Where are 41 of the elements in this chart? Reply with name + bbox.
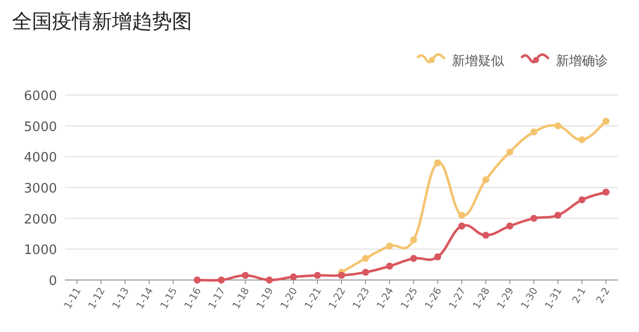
point: [602, 188, 610, 196]
point: [434, 253, 442, 260]
point: [578, 196, 586, 204]
point: [482, 176, 490, 184]
y-tick-label: 3000: [24, 182, 57, 196]
legend-label: 新增确诊: [556, 54, 608, 69]
y-tick-label: 1000: [24, 243, 57, 258]
x-tick-label: 2-2: [594, 286, 613, 306]
point: [554, 122, 562, 130]
point: [338, 272, 345, 279]
point: [506, 222, 514, 230]
point: [410, 254, 418, 262]
point: [530, 128, 538, 136]
point: [482, 232, 490, 239]
point: [218, 276, 225, 284]
point: [266, 276, 273, 284]
y-tick-label: 0: [48, 274, 57, 289]
y-tick-label: 6000: [24, 89, 57, 104]
point: [194, 276, 201, 284]
point: [362, 254, 370, 262]
point: [410, 236, 418, 244]
point: [506, 148, 514, 156]
point: [458, 212, 466, 219]
point: [290, 273, 297, 280]
legend-label: 新增疑似: [452, 54, 504, 69]
point: [554, 212, 562, 219]
point: [602, 118, 610, 125]
y-tick-label: 4000: [24, 150, 57, 166]
point: [386, 262, 394, 270]
point: [458, 222, 466, 230]
point: [530, 214, 538, 222]
x-tick-label: 2-1: [570, 286, 589, 306]
y-tick-label: 5000: [24, 120, 57, 135]
point: [314, 272, 321, 279]
point: [434, 159, 442, 166]
point: [242, 272, 249, 279]
chart-title: 全国疫情新增趋势图: [12, 9, 192, 33]
point: [578, 136, 586, 144]
y-tick-label: 2000: [24, 212, 57, 228]
point: [386, 242, 394, 250]
point: [362, 268, 370, 276]
